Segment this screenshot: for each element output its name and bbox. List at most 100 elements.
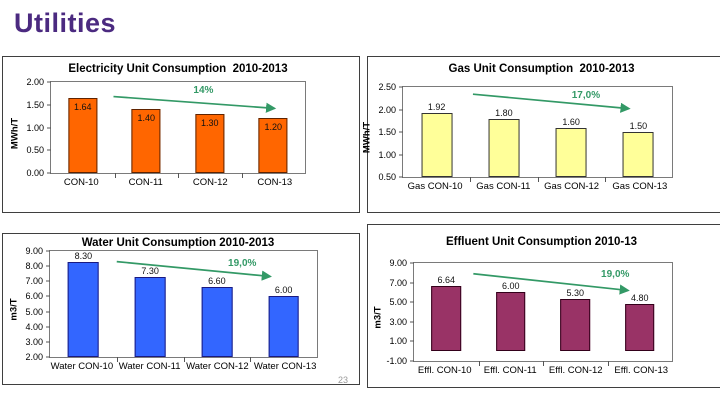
bar-slot: 1.60 [538, 87, 605, 177]
chart-title: Electricity Unit Consumption 2010-2013 [68, 63, 288, 75]
bar-value-label: 1.92 [427, 102, 446, 113]
x-axis-category-label: Effl. CON-13 [614, 365, 669, 376]
bar-value-label: 7.30 [141, 265, 159, 276]
x-axis-labels: Gas CON-10 Gas CON-11 Gas CON-12 Gas CON-13 [401, 181, 674, 192]
y-axis-tick-label: 2.50 [378, 82, 396, 92]
x-axis-category-label: Water CON-11 [118, 361, 181, 372]
y-axis-tick-mark [410, 360, 414, 362]
bar-Gas CON-11: 1.80 [488, 108, 520, 177]
bar-slot: 1.40 [115, 82, 179, 173]
water-chart-panel: Water Unit Consumption 2010-2013 m3/T 8.… [2, 233, 360, 385]
y-axis-tick-label: 4.00 [25, 321, 43, 332]
y-axis-tick-label: 9.00 [25, 246, 43, 256]
x-axis-tick-mark [114, 173, 116, 178]
bar-slot: 6.64 [414, 263, 479, 361]
page-title: Utilities [14, 8, 117, 38]
x-axis-tick-mark [478, 361, 480, 366]
y-axis-tick-mark [410, 340, 414, 342]
bar-slot: 6.00 [250, 251, 317, 357]
y-axis-tick-mark [46, 250, 50, 252]
y-axis-tick-label: 9.00 [389, 258, 407, 268]
effluent-chart: Effluent Unit Consumption 2010-13 m3/T 6… [368, 225, 720, 387]
trend-percent-label: 19,0% [601, 268, 630, 280]
x-axis-tick-mark [604, 177, 606, 182]
gas-chart: Gas Unit Consumption 2010-2013 MWh/T 1.9… [362, 57, 720, 212]
bar-value-label: 1.80 [495, 107, 513, 118]
x-axis-category-label: Effl. CON-12 [548, 365, 603, 376]
y-axis-tick-label: -1.00 [386, 356, 407, 366]
bar-slot: 1.30 [178, 82, 242, 173]
y-axis-tick-mark [47, 81, 51, 83]
y-axis-tick-mark [46, 265, 50, 267]
bar-value-label: 8.30 [74, 250, 93, 261]
y-axis-tick-mark [410, 321, 414, 323]
chart-title: Water Unit Consumption 2010-2013 [81, 237, 275, 249]
x-axis-tick-mark [250, 357, 252, 362]
y-axis-tick-mark [47, 149, 51, 151]
plot-area: m3/T 6.64 6.00 5.30 4.80 Effl. CON-10 Effl. … [373, 258, 673, 376]
x-axis-tick-mark [537, 177, 539, 182]
y-axis-tick-mark [399, 154, 403, 155]
bar-value-label: 6.64 [437, 275, 456, 286]
x-axis-category-label: CON-13 [257, 177, 293, 188]
y-axis-tick-mark [47, 172, 51, 174]
x-axis-tick-mark [116, 357, 118, 362]
y-axis-tick-label: 0.50 [378, 172, 396, 182]
y-axis-tick-mark [410, 301, 414, 303]
y-axis-tick-mark [399, 86, 403, 88]
x-axis-tick-mark [470, 177, 472, 182]
bar-Gas CON-13: 1.50 [622, 121, 654, 177]
x-axis-tick-mark [178, 173, 179, 178]
x-axis-labels: Effl. CON-10 Effl. CON-11 Effl. CON-12 Effl… [412, 365, 674, 376]
y-axis-tick-mark [47, 104, 51, 106]
trend-percent-label: 17,0% [571, 89, 601, 101]
bar-series: 6.64 6.00 5.30 4.80 [414, 263, 672, 361]
plot-area: MWh/T 1.92 1.80 1.60 1.50 Gas CON-10 Gas CON… [362, 82, 673, 192]
chart-title: Effluent Unit Consumption 2010-13 [445, 236, 638, 248]
bar-slot: 5.30 [543, 263, 608, 361]
bar-slot: 4.80 [608, 263, 673, 361]
x-axis-category-label: Gas CON-12 [544, 181, 600, 192]
bar-slot: 1.92 [403, 87, 470, 177]
y-axis-tick-mark [46, 326, 50, 328]
bar-slot: 6.60 [184, 251, 251, 357]
bar-Water CON-12: 6.60 [201, 276, 233, 357]
y-axis-tick-label: 3.00 [389, 316, 407, 327]
bar-Water CON-10: 8.30 [68, 251, 99, 357]
x-axis-tick-mark [241, 173, 243, 178]
bar-value-label: 1.40 [137, 113, 156, 124]
bar-slot: 8.30 [50, 251, 117, 357]
y-axis-tick-mark [410, 282, 414, 284]
bar-CON-13: 1.20 [258, 118, 288, 173]
trend-percent-label: 14% [193, 84, 214, 96]
chart-title: Gas Unit Consumption 2010-2013 [448, 63, 635, 75]
x-axis-category-label: Gas CON-10 [407, 181, 463, 192]
bar-value-label: 1.60 [562, 116, 580, 127]
y-axis-tick-label: 2.00 [378, 104, 396, 115]
plot-area: m3/T 8.30 7.30 6.60 6.00 Water CON-10 Water … [9, 246, 318, 372]
bar-value-label: 5.30 [566, 288, 585, 299]
bar-series: 1.64 1.40 1.30 1.20 [51, 82, 305, 173]
bar-Effl. CON-12: 5.30 [560, 288, 591, 352]
x-axis-category-label: CON-11 [128, 177, 163, 188]
y-axis-tick-label: 1.50 [26, 99, 44, 110]
bar-value-label: 6.60 [208, 276, 226, 287]
x-axis-labels: CON-10 CON-11 CON-12 CON-13 [49, 177, 307, 188]
x-axis-category-label: Gas CON-13 [612, 181, 668, 192]
y-axis-tick-label: 6.00 [25, 291, 43, 302]
y-axis-tick-label: 3.00 [25, 336, 43, 347]
gas-chart-panel: Gas Unit Consumption 2010-2013 MWh/T 1.9… [362, 56, 720, 213]
bar-value-label: 4.80 [630, 293, 649, 304]
bar-value-label: 1.50 [629, 121, 648, 131]
bar-Water CON-11: 7.30 [134, 266, 166, 357]
effluent-chart-panel: Effluent Unit Consumption 2010-13 m3/T 6… [367, 224, 720, 388]
y-axis-tick-label: 7.00 [389, 277, 407, 288]
x-axis-category-label: Effl. CON-11 [483, 365, 537, 376]
bar-slot: 1.50 [605, 87, 672, 177]
water-chart: Water Unit Consumption 2010-2013 m3/T 8.… [3, 234, 359, 384]
plot-area: MWh/T 1.64 1.40 1.30 1.20 CON-10 CON-11 CON-1… [10, 77, 306, 188]
y-axis-tick-mark [46, 356, 50, 358]
x-axis-category-label: CON-12 [192, 177, 228, 188]
bar-Gas CON-12: 1.60 [555, 117, 587, 177]
